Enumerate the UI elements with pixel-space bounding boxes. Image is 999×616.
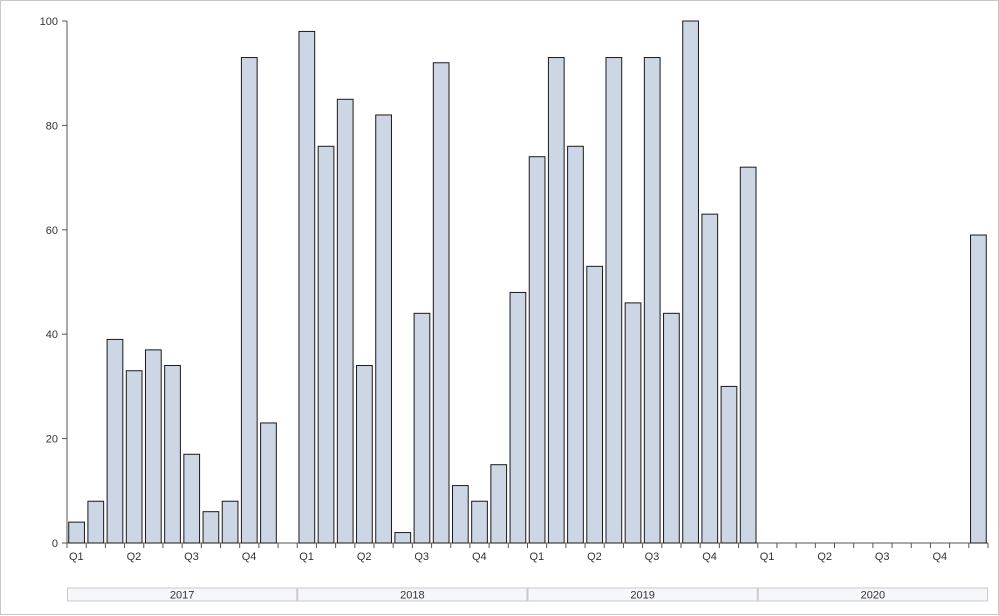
x-tick-label-quarter: Q2	[817, 551, 832, 563]
x-tick-label-year: 2017	[170, 590, 194, 602]
bar	[643, 57, 661, 544]
bar	[375, 114, 392, 544]
x-tick-label-quarter: Q2	[127, 551, 142, 563]
bar	[144, 349, 162, 544]
year-band-cell	[757, 587, 988, 602]
bar	[490, 464, 508, 544]
x-tick-label-quarter: Q3	[184, 551, 199, 563]
bar	[260, 422, 277, 544]
bar	[509, 291, 527, 544]
y-tick-label: 20	[46, 434, 58, 446]
y-tick-label: 80	[46, 120, 58, 132]
bar	[68, 521, 85, 544]
x-tick-label-quarter: Q4	[242, 551, 257, 563]
bar	[317, 145, 335, 544]
x-tick-label-quarter: Q2	[587, 551, 602, 563]
bar	[701, 213, 719, 544]
x-tick-label-quarter: Q3	[414, 551, 429, 563]
bar	[567, 145, 584, 544]
x-tick-label-quarter: Q1	[530, 551, 545, 563]
bar	[682, 20, 699, 544]
bar	[586, 265, 604, 544]
bar	[87, 500, 105, 544]
x-tick-label-year: 2019	[630, 590, 654, 602]
bar	[528, 156, 546, 544]
bar	[356, 365, 373, 544]
bar	[720, 385, 738, 544]
year-band-cell	[527, 587, 758, 602]
bar	[106, 338, 124, 544]
y-tick-label: 100	[40, 16, 58, 28]
bar	[240, 57, 258, 544]
bar	[125, 370, 143, 544]
y-tick-label: 0	[52, 538, 58, 550]
bar	[547, 57, 565, 544]
x-tick-label-quarter: Q4	[932, 551, 947, 563]
x-tick-label-quarter: Q3	[645, 551, 660, 563]
x-tick-label-quarter: Q1	[69, 551, 84, 563]
bar	[183, 453, 201, 544]
x-tick-label-quarter: Q4	[702, 551, 717, 563]
bar	[202, 511, 220, 544]
year-band-cell	[67, 587, 298, 602]
x-tick-label-year: 2020	[861, 590, 885, 602]
year-band-cell	[297, 587, 528, 602]
bar	[394, 532, 412, 544]
bar	[970, 234, 987, 544]
x-tick-label-quarter: Q3	[875, 551, 890, 563]
bar	[624, 302, 642, 544]
bar	[471, 500, 488, 544]
bar	[336, 98, 354, 544]
bar	[413, 312, 431, 544]
bar	[739, 166, 757, 544]
y-tick-label: 40	[46, 329, 58, 341]
bar	[221, 500, 239, 544]
x-tick-label-quarter: Q2	[357, 551, 372, 563]
bar	[432, 62, 450, 544]
bar	[164, 365, 181, 544]
x-tick-label-quarter: Q1	[760, 551, 775, 563]
bar	[298, 30, 316, 544]
x-tick-label-quarter: Q1	[299, 551, 314, 563]
bar	[663, 312, 680, 544]
bar	[451, 485, 469, 544]
y-tick-label: 60	[46, 225, 58, 237]
bar	[605, 57, 623, 544]
x-tick-label-quarter: Q4	[472, 551, 487, 563]
x-tick-label-year: 2018	[400, 590, 424, 602]
